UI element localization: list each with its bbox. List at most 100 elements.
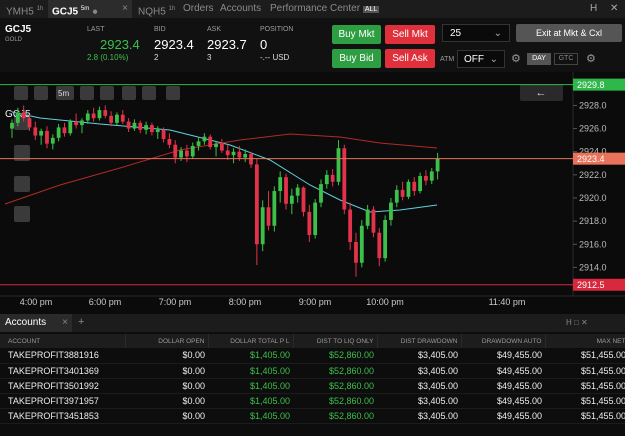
- sell-mkt[interactable]: Sell Mkt: [385, 25, 435, 44]
- candle-body: [295, 187, 300, 196]
- candle-body: [91, 113, 96, 119]
- position-value: -.-- USD: [260, 53, 290, 62]
- candle-body: [278, 177, 283, 192]
- cell: $49,455.00: [461, 408, 545, 424]
- candle-body: [371, 209, 376, 233]
- x-tick-label: 7:00 pm: [159, 297, 192, 307]
- icon-h[interactable]: H: [590, 3, 598, 14]
- cell: $51,455.00: [545, 408, 625, 424]
- candle-body: [330, 174, 335, 182]
- add-tab[interactable]: +: [78, 316, 85, 328]
- y-tick-label: 2924.0: [579, 147, 607, 157]
- candle-body: [319, 184, 323, 203]
- quantity[interactable]: 25 ⌄: [442, 24, 510, 42]
- candle-body: [324, 174, 329, 185]
- candle-body: [115, 114, 119, 123]
- gear[interactable]: ⚙: [511, 53, 521, 65]
- candle-body: [185, 150, 189, 157]
- tab-bar: YMH5 1h GCJ5 5m ● × NQH5 1h Orders Accou…: [0, 0, 625, 18]
- cell: $51,455.00: [545, 363, 625, 379]
- candle-body: [173, 144, 178, 158]
- candle-body: [313, 202, 318, 236]
- tab-active[interactable]: GCJ5 5m ● ×: [48, 0, 132, 18]
- cell: $51,455.00: [545, 393, 625, 409]
- candle-body: [237, 151, 242, 158]
- candle-body: [97, 110, 102, 119]
- cell: $0.00: [125, 378, 208, 394]
- account-row[interactable]: TAKEPROFIT3881916 $0.00 $1,405.00 $52,860.0…: [0, 348, 625, 364]
- cell: $0.00: [125, 348, 208, 364]
- column-header[interactable]: DRAWDOWN AUTO: [461, 334, 546, 348]
- interval-label: 5m: [58, 89, 69, 98]
- candle-body: [365, 209, 370, 226]
- column-header[interactable]: DOLLAR TOTAL P L: [208, 334, 294, 348]
- candle-body: [155, 129, 160, 133]
- tab[interactable]: Performance Center ALL: [266, 0, 383, 18]
- candle-body: [225, 150, 230, 156]
- candle-body: [219, 143, 224, 151]
- accounts-tab[interactable]: Accounts ×: [0, 314, 72, 332]
- cell: $49,455.00: [461, 348, 545, 364]
- candle-body: [150, 125, 154, 133]
- back-button[interactable]: [520, 84, 563, 101]
- plot: 2914.0 2916.0 2918.0 2920.0 2922.0 2924.0 2926…: [0, 78, 625, 307]
- quantity-value: 25: [450, 28, 462, 39]
- label: POSITION: [260, 26, 294, 33]
- buy-mkt[interactable]: Buy Mkt: [332, 25, 381, 44]
- gear[interactable]: ⚙: [586, 53, 596, 65]
- tab-interval: 1h: [168, 6, 176, 12]
- account-row[interactable]: TAKEPROFIT3971957 $0.00 $1,405.00 $52,860.0…: [0, 393, 625, 409]
- candle-body: [21, 112, 26, 119]
- accounts-table-wrap: ACCOUNT DOLLAR OPEN DOLLAR TOTAL P L DIST T…: [0, 334, 625, 436]
- column-header[interactable]: ACCOUNT: [0, 334, 126, 348]
- candle-body: [144, 125, 148, 130]
- candle-body: [418, 176, 422, 192]
- column-header[interactable]: DIST DRAWDOWN: [377, 334, 462, 348]
- toolbar: [14, 86, 180, 222]
- icon-close[interactable]: ✕: [610, 3, 619, 14]
- account-row[interactable]: TAKEPROFIT3401369 $0.00 $1,405.00 $52,860.0…: [0, 363, 625, 379]
- atm-select[interactable]: OFF ⌄: [457, 50, 505, 68]
- tab[interactable]: Orders: [183, 3, 214, 14]
- cell: $3,405.00: [377, 393, 461, 409]
- quote-panel: GCJ5 GOLD LAST 2923.4 2.8 (0.10%) BID 29…: [0, 18, 625, 72]
- tab[interactable]: Accounts: [220, 3, 262, 14]
- candle-body: [56, 127, 61, 138]
- x-tick-label: 6:00 pm: [89, 297, 122, 307]
- candle-body: [74, 121, 79, 126]
- cell: $52,860.00: [293, 408, 377, 424]
- candle-body: [167, 138, 172, 145]
- symbol: GCJ5: [5, 24, 32, 35]
- column-header[interactable]: DOLLAR OPEN: [125, 334, 209, 348]
- candle-body: [389, 202, 393, 220]
- sell-ask[interactable]: Sell Ask: [385, 49, 435, 68]
- exit-button[interactable]: Exit at Mkt & Cxl: [516, 24, 622, 42]
- account-row[interactable]: TAKEPROFIT3451853 $0.00 $1,405.00 $52,860.0…: [0, 408, 625, 424]
- candle-body: [208, 136, 213, 148]
- account-row[interactable]: TAKEPROFIT3501992 $0.00 $1,405.00 $52,860.0…: [0, 378, 625, 394]
- moving-average: [4, 133, 438, 205]
- cell: $51,455.00: [545, 378, 625, 394]
- candle-body: [429, 171, 434, 181]
- column-header[interactable]: DIST TO LIQ ONLY: [293, 334, 378, 348]
- candle-body: [103, 110, 108, 116]
- candle-body: [126, 121, 131, 129]
- y-tick-label: 2916.0: [579, 239, 607, 249]
- price-level-label: 2923.4: [577, 154, 605, 164]
- buy-bid[interactable]: Buy Bid: [332, 49, 381, 68]
- candle-body: [354, 241, 358, 263]
- gtc-toggle[interactable]: GTC: [554, 53, 578, 65]
- candle-body: [435, 158, 440, 172]
- cell: $52,860.00: [293, 378, 377, 394]
- candle-body: [260, 207, 265, 245]
- cell: $52,860.00: [293, 393, 377, 409]
- tab[interactable]: YMH5 1h: [2, 0, 47, 18]
- candle-body: [289, 195, 294, 204]
- bid: 2923.4: [154, 37, 194, 52]
- candle-body: [359, 225, 364, 263]
- cell: $1,405.00: [208, 393, 293, 409]
- tab[interactable]: NQH5 1h: [134, 0, 179, 18]
- candle-body: [10, 122, 14, 129]
- column-header[interactable]: MAX NET: [545, 334, 625, 348]
- day-toggle[interactable]: DAY: [527, 53, 551, 65]
